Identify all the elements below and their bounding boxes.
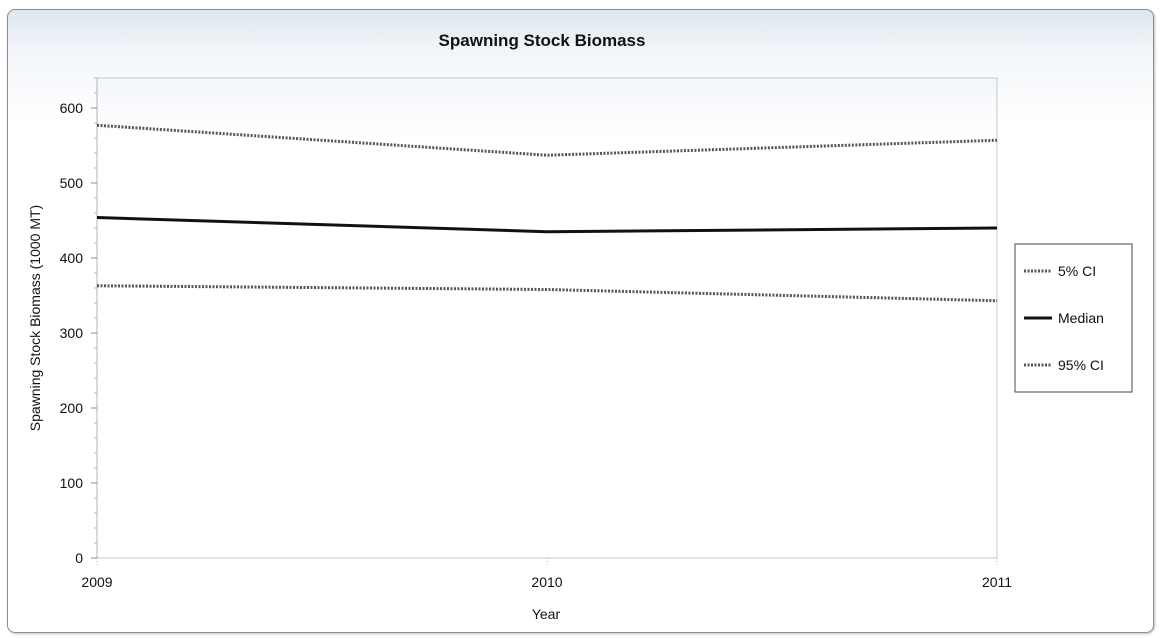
y-tick-label: 400 xyxy=(60,250,84,266)
x-tick-label: 2010 xyxy=(531,574,562,590)
y-tick-label: 100 xyxy=(60,475,84,491)
x-tick-label: 2009 xyxy=(81,574,112,590)
series-layer xyxy=(96,123,998,303)
x-axis-label: Year xyxy=(532,606,561,622)
plot-area xyxy=(96,77,998,559)
legend-label: Median xyxy=(1058,310,1104,326)
chart-title: Spawning Stock Biomass xyxy=(439,31,646,50)
y-tick-label: 200 xyxy=(60,400,84,416)
y-tick-label: 300 xyxy=(60,325,84,341)
series-line-5-ci xyxy=(96,284,998,303)
series-line-median xyxy=(96,216,998,234)
x-tick-label: 2011 xyxy=(982,574,1012,590)
legend-label: 95% CI xyxy=(1058,357,1104,373)
y-tick-label: 500 xyxy=(60,175,84,191)
y-tick-label: 0 xyxy=(75,550,83,566)
y-axis-label: Spawning Stock Biomass (1000 MT) xyxy=(27,205,43,431)
legend-label: 5% CI xyxy=(1058,263,1096,279)
y-tick-label: 600 xyxy=(60,100,84,116)
y-axis: 0 100 200 300 400 500 600 xyxy=(60,77,98,566)
x-axis: 2009 2010 2011 xyxy=(81,558,1012,590)
legend: 5% CI Median 95% CI xyxy=(1014,243,1133,393)
